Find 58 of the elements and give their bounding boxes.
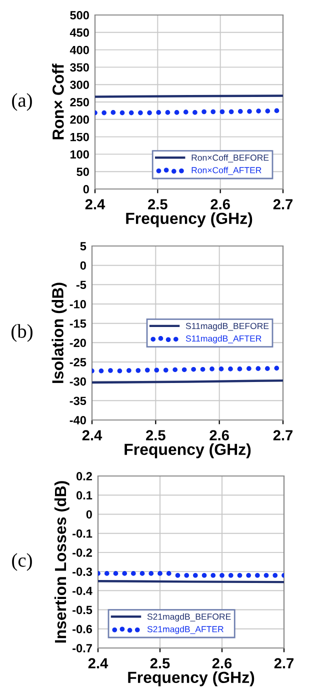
y-tick-label: 0 <box>80 261 86 270</box>
y-tick-label: 50 <box>76 168 89 176</box>
legend-label: Ron×Coff_AFTER <box>192 166 262 175</box>
y-tick-label: 250 <box>70 98 89 106</box>
x-tick-label: 2.4 <box>85 199 106 210</box>
x-tick-label: 2.6 <box>210 430 229 440</box>
y-tick-label: -0.4 <box>72 586 92 596</box>
text: (c) <box>12 553 32 571</box>
text: (b) <box>12 324 32 342</box>
x-tick-label: 2.6 <box>210 199 230 210</box>
y-tick-label: 0 <box>83 185 89 194</box>
y-tick-label: 350 <box>70 63 89 72</box>
y-tick-label: 0.1 <box>76 491 92 500</box>
y-tick-label: 500 <box>70 11 89 20</box>
x-tick-label: 2.5 <box>150 658 170 668</box>
legend-label: Ron×Coff_BEFORE <box>192 154 269 162</box>
y-tick-label: 100 <box>70 150 89 159</box>
x-tick-label: 2.4 <box>88 658 108 668</box>
x-axis-title: Frequency (GHz) <box>124 443 251 458</box>
y-tick-label: -0.6 <box>72 624 92 634</box>
y-tick-label: -15 <box>70 319 86 328</box>
y-axis-title: Ron× Coff <box>52 64 64 140</box>
x-tick-label: 2.7 <box>273 430 292 440</box>
y-tick-label: -10 <box>70 300 86 308</box>
y-tick-label: -5 <box>76 280 86 290</box>
y-tick-label: -20 <box>70 338 86 348</box>
y-tick-label: 0.2 <box>76 472 92 480</box>
y-tick-label: -35 <box>70 396 86 406</box>
y-tick-label: 400 <box>70 46 89 54</box>
x-tick-label: 2.6 <box>212 658 232 668</box>
x-tick-label: 2.7 <box>274 658 294 668</box>
y-tick-label: -25 <box>70 358 86 366</box>
y-axis-title: Insertion Losses (dB) <box>54 481 70 643</box>
x-tick-label: 2.5 <box>148 199 168 210</box>
y-tick-label: -30 <box>70 377 86 386</box>
y-tick-label: 5 <box>80 242 86 250</box>
y-tick-label: 0 <box>86 510 92 519</box>
y-tick-label: -40 <box>70 416 86 424</box>
x-axis-title: Frequency (GHz) <box>128 671 254 686</box>
text: (a) <box>12 93 32 111</box>
x-tick-label: 2.5 <box>146 430 166 440</box>
x-axis-title: Frequency (GHz) <box>126 212 252 228</box>
x-tick-label: 2.4 <box>82 430 102 440</box>
y-tick-label: 200 <box>70 115 89 124</box>
x-tick-label: 2.7 <box>273 199 292 210</box>
y-tick-label: -0.1 <box>72 529 92 538</box>
y-tick-label: -0.2 <box>72 548 92 557</box>
legend-label: S11magdB_AFTER <box>186 335 262 344</box>
y-axis-title: Isolation (dB) <box>52 282 67 383</box>
y-tick-label: -0.7 <box>72 644 92 652</box>
y-tick-label: 300 <box>70 80 89 90</box>
legend-label: S11magdB_BEFORE <box>186 322 269 331</box>
legend-label: S21magdB_BEFORE <box>147 613 231 622</box>
y-tick-label: -0.3 <box>72 568 92 576</box>
y-tick-label: 150 <box>70 132 89 142</box>
y-tick-label: -0.5 <box>72 606 92 614</box>
legend-label: S21magdB_AFTER <box>147 626 224 634</box>
y-tick-label: 450 <box>70 28 89 37</box>
